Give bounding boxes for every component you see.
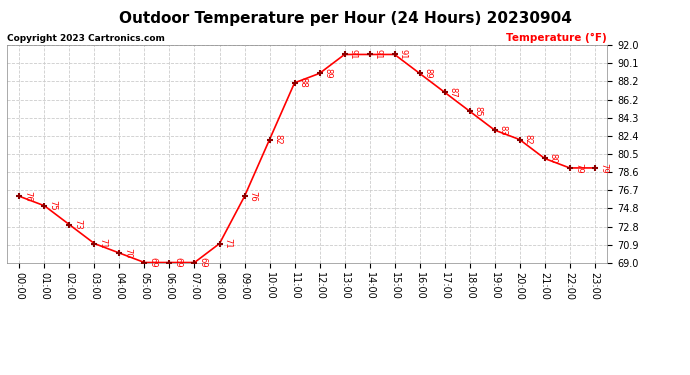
Text: 87: 87 [448, 87, 457, 98]
Text: 89: 89 [324, 68, 333, 79]
Text: 71: 71 [99, 238, 108, 249]
Text: Temperature (°F): Temperature (°F) [506, 33, 607, 43]
Text: 76: 76 [23, 191, 32, 202]
Text: 79: 79 [599, 163, 608, 173]
Text: Outdoor Temperature per Hour (24 Hours) 20230904: Outdoor Temperature per Hour (24 Hours) … [119, 11, 571, 26]
Text: 91: 91 [374, 49, 383, 60]
Text: 69: 69 [199, 257, 208, 268]
Text: 89: 89 [424, 68, 433, 79]
Text: 71: 71 [224, 238, 233, 249]
Text: 88: 88 [299, 78, 308, 88]
Text: 70: 70 [124, 248, 132, 258]
Text: 80: 80 [549, 153, 558, 164]
Text: 79: 79 [574, 163, 583, 173]
Text: 76: 76 [248, 191, 257, 202]
Text: 82: 82 [524, 134, 533, 145]
Text: 91: 91 [348, 49, 357, 60]
Text: 85: 85 [474, 106, 483, 117]
Text: 82: 82 [274, 134, 283, 145]
Text: 91: 91 [399, 49, 408, 60]
Text: 69: 69 [148, 257, 157, 268]
Text: 69: 69 [174, 257, 183, 268]
Text: 75: 75 [48, 201, 57, 211]
Text: 83: 83 [499, 125, 508, 135]
Text: 73: 73 [74, 219, 83, 230]
Text: Copyright 2023 Cartronics.com: Copyright 2023 Cartronics.com [7, 34, 165, 43]
